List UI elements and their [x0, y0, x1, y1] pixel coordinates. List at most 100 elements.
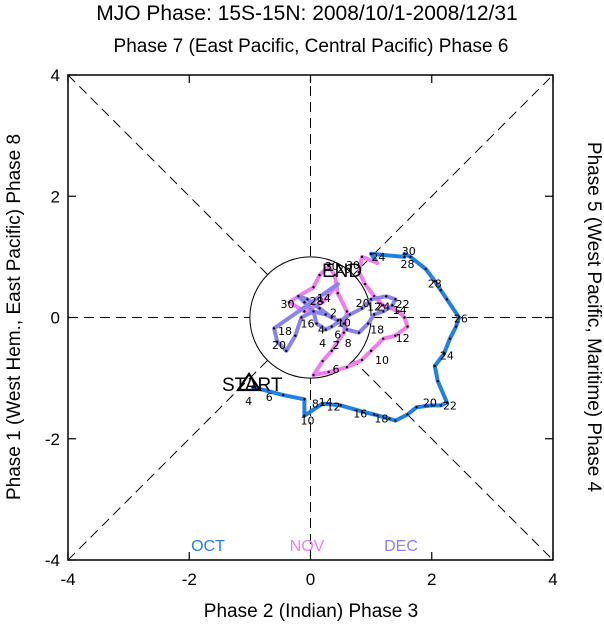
data-point	[345, 366, 349, 369]
day-label: 24	[371, 251, 385, 264]
day-label: 30	[402, 245, 416, 258]
data-point	[312, 285, 315, 289]
data-point	[303, 414, 306, 417]
data-point	[454, 325, 458, 328]
day-label: 20	[272, 339, 286, 352]
data-point	[403, 255, 406, 259]
data-point	[324, 313, 327, 316]
data-point	[403, 316, 406, 319]
data-point	[369, 349, 373, 353]
data-point	[360, 255, 364, 259]
data-point	[339, 404, 343, 407]
data-point	[391, 304, 394, 307]
day-label: 22	[443, 399, 457, 412]
data-point	[318, 307, 321, 310]
day-label: 10	[300, 415, 314, 428]
data-point	[424, 267, 427, 271]
y-tick-label: 2	[51, 187, 60, 206]
data-point	[318, 273, 321, 277]
day-label: 8	[345, 337, 352, 350]
data-point	[382, 310, 385, 313]
x-tick-label: 0	[306, 570, 315, 589]
data-point	[330, 349, 333, 353]
data-point	[294, 334, 297, 337]
data-point	[433, 279, 436, 283]
data-point	[363, 282, 367, 286]
y-tick-label: 4	[51, 66, 60, 85]
day-label: 14	[393, 304, 407, 317]
day-label: 4	[319, 337, 326, 350]
data-point	[282, 393, 285, 397]
chart-title: MJO Phase: 15S-15N: 2008/10/1-2008/12/31	[96, 2, 517, 25]
data-point	[369, 252, 373, 256]
phase-guides	[67, 74, 554, 561]
data-point	[360, 307, 364, 310]
data-point	[439, 289, 443, 292]
data-point	[312, 373, 315, 377]
start-marker	[235, 372, 263, 392]
data-point	[442, 352, 446, 356]
data-point	[345, 310, 349, 313]
day-label: 18	[370, 324, 384, 337]
data-point	[297, 295, 300, 298]
data-point	[327, 370, 330, 374]
data-point	[397, 310, 400, 313]
data-point	[445, 298, 449, 301]
day-label: 24	[440, 350, 454, 363]
day-label: 10	[337, 316, 351, 329]
bottom-axis-label: Phase 2 (Indian) Phase 3	[204, 601, 418, 622]
day-label: 8	[312, 398, 319, 411]
day-label: 18	[374, 413, 388, 426]
data-point	[285, 349, 288, 353]
right-axis-label: Phase 5 (West Pacific, Maritime) Phase 4	[583, 142, 604, 493]
day-label: 22	[396, 298, 410, 311]
start-label: START	[222, 375, 283, 396]
data-point	[394, 298, 397, 301]
data-point	[339, 319, 343, 322]
data-point	[385, 295, 388, 298]
day-label: 4	[245, 395, 252, 408]
day-label: 14	[319, 396, 333, 409]
day-label: 16	[353, 407, 367, 420]
data-point	[321, 301, 324, 304]
day-label: 26	[454, 313, 468, 326]
day-label: 4	[318, 324, 325, 337]
data-point	[336, 340, 339, 343]
data-point	[303, 310, 306, 313]
data-point	[357, 331, 361, 334]
data-point	[409, 255, 412, 259]
legend-oct: OCT	[191, 538, 225, 555]
data-point	[330, 325, 333, 328]
data-point	[403, 252, 406, 256]
left-axis-label: Phase 1 (West Hem., East Pacific) Phase …	[4, 134, 25, 500]
day-label: 16	[300, 318, 314, 331]
data-point	[394, 334, 397, 337]
data-point	[366, 322, 370, 325]
data-point	[436, 379, 440, 383]
data-point	[357, 270, 361, 274]
data-point	[372, 313, 376, 316]
data-point	[324, 328, 327, 331]
legend-dec: DEC	[384, 538, 418, 555]
data-point	[406, 413, 409, 416]
data-point	[433, 364, 436, 368]
day-label: 30	[346, 259, 360, 272]
data-point	[360, 358, 364, 362]
data-point	[445, 401, 449, 404]
x-tick-label: -2	[182, 570, 197, 589]
data-point	[448, 337, 452, 340]
top-axis-label: Phase 7 (East Pacific, Central Pacific) …	[114, 36, 509, 57]
data-point	[439, 404, 443, 407]
data-point	[315, 322, 318, 325]
data-point	[327, 264, 330, 268]
data-point	[457, 316, 461, 319]
data-point	[336, 292, 339, 295]
data-point	[369, 298, 373, 301]
series-lines	[250, 251, 461, 423]
data-point	[430, 404, 433, 407]
data-point	[330, 316, 333, 319]
legend-nov: NOV	[290, 538, 325, 555]
